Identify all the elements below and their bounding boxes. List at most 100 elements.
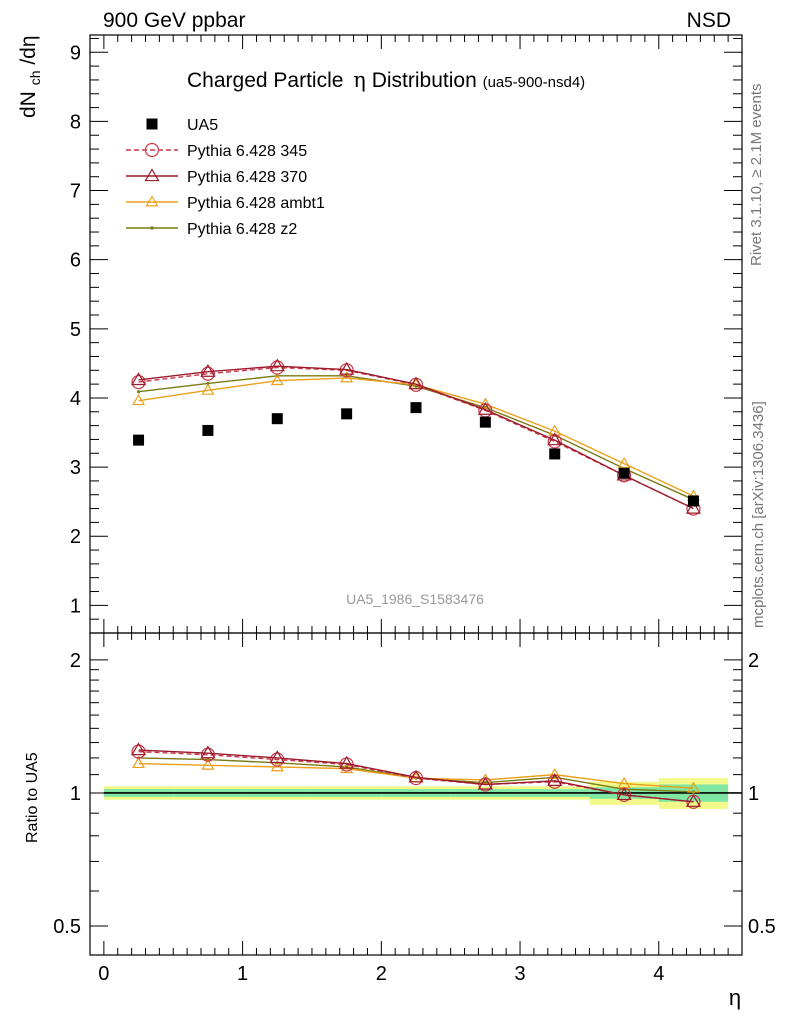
main-point-ambt1 bbox=[617, 456, 631, 469]
ratio-point-p345 bbox=[131, 744, 146, 759]
ratio-point-p370 bbox=[685, 794, 701, 807]
main-point-p370 bbox=[547, 432, 563, 446]
main-line-ambt1 bbox=[138, 377, 694, 497]
ratio-y-tick-label-right: 2 bbox=[748, 650, 759, 672]
main-point-data bbox=[410, 402, 422, 414]
legend-label-data: UA5 bbox=[187, 117, 218, 134]
main-point-p345 bbox=[200, 366, 216, 381]
main-point-data bbox=[133, 434, 145, 446]
ratio-point-ambt1 bbox=[132, 756, 146, 769]
ratio-axes: 0 1 2 3 4 0.5 0.5 1 1 2 2 bbox=[53, 633, 776, 985]
ratio-point-p370 bbox=[131, 742, 147, 756]
legend-label-p345: Pythia 6.428 345 bbox=[187, 143, 307, 160]
ratio-line-ambt1 bbox=[138, 762, 694, 789]
ratio-point-ambt1 bbox=[201, 758, 215, 770]
y-tick-label: 7 bbox=[70, 181, 81, 203]
main-axes: 1 2 3 4 5 6 7 8 9 bbox=[70, 35, 743, 634]
y-tick-label: 2 bbox=[70, 526, 81, 548]
ratio-point-p370 bbox=[269, 750, 285, 764]
main-point-ambt1 bbox=[478, 397, 492, 409]
main-point-ambt1 bbox=[132, 394, 146, 406]
ratio-uncertainty-bands bbox=[103, 778, 742, 809]
legend-label-p370: Pythia 6.428 370 bbox=[187, 169, 307, 186]
ratio-y-tick-label: 1 bbox=[70, 783, 81, 805]
ylabel-sub: ch bbox=[27, 71, 43, 86]
ratio-point-ambt1 bbox=[686, 781, 700, 793]
main-point-z2 bbox=[206, 381, 210, 386]
main-point-p345 bbox=[547, 434, 562, 449]
ratio-y-tick-label: 0.5 bbox=[53, 916, 81, 938]
main-point-p370 bbox=[131, 372, 147, 386]
main-plot-title: Charged Particle η Distribution (ua5-900… bbox=[187, 68, 585, 92]
xlabel: η bbox=[729, 985, 741, 1010]
ratio-plot-frame bbox=[89, 632, 743, 956]
legend: UA5 Pythia 6.428 345 Pythia 6.428 370 Pythi… bbox=[126, 117, 325, 238]
title-text-rest: Distribution bbox=[372, 69, 477, 92]
title-tag: (ua5-900-nsd4) bbox=[483, 74, 586, 91]
ratio-point-p345 bbox=[200, 747, 216, 762]
main-point-ambt1 bbox=[340, 371, 354, 383]
main-point-p370 bbox=[200, 363, 216, 377]
main-line-p370 bbox=[138, 365, 694, 510]
legend-marker-z2 bbox=[150, 226, 154, 230]
ratio-ylabel: Ratio to UA5 bbox=[24, 752, 41, 843]
main-point-data bbox=[687, 495, 699, 507]
ratio-y-tick-label-right: 1 bbox=[748, 783, 759, 805]
ratio-point-p370 bbox=[408, 769, 424, 783]
main-point-p370 bbox=[477, 402, 493, 415]
ratio-point-p370 bbox=[339, 755, 355, 769]
x-tick-label: 0 bbox=[98, 963, 109, 985]
ratio-series bbox=[131, 742, 701, 809]
legend-marker-ambt1 bbox=[145, 195, 159, 207]
ratio-y-tick-label: 2 bbox=[70, 650, 81, 672]
y-tick-label: 8 bbox=[70, 111, 81, 133]
main-ylabel: dN ch /dη bbox=[17, 35, 45, 118]
ratio-point-ambt1 bbox=[270, 760, 284, 772]
ratio-point-p345 bbox=[270, 752, 285, 767]
main-point-p370 bbox=[685, 500, 701, 514]
main-point-data bbox=[618, 467, 630, 479]
y-tick-label: 4 bbox=[70, 388, 81, 410]
main-point-p345 bbox=[131, 374, 146, 390]
main-point-p345 bbox=[270, 360, 285, 375]
x-tick-label: 1 bbox=[237, 963, 248, 985]
mcplots-label: mcplots.cern.ch [arXiv:1306.3436] bbox=[750, 401, 767, 628]
y-tick-label: 9 bbox=[70, 42, 81, 64]
legend-marker-data bbox=[146, 118, 158, 130]
y-tick-label: 6 bbox=[70, 250, 81, 272]
header-process-label: NSD bbox=[687, 9, 731, 32]
rivet-label: Rivet 3.1.10, ≥ 2.1M events bbox=[748, 84, 765, 267]
legend-label-ambt1: Pythia 6.428 ambt1 bbox=[187, 195, 325, 212]
main-point-data bbox=[549, 448, 561, 460]
ratio-point-p370 bbox=[547, 773, 563, 786]
legend-label-z2: Pythia 6.428 z2 bbox=[187, 221, 297, 238]
ratio-point-p370 bbox=[616, 787, 632, 801]
main-point-data bbox=[479, 416, 491, 428]
title-text: Charged Particle bbox=[187, 69, 343, 92]
y-tick-label: 1 bbox=[70, 595, 81, 617]
y-tick-label: 3 bbox=[70, 457, 81, 479]
x-tick-label: 4 bbox=[653, 963, 664, 985]
ratio-point-ambt1 bbox=[548, 767, 562, 780]
ylabel-base: dN bbox=[17, 91, 40, 118]
title-eta-symbol: η bbox=[353, 68, 366, 92]
x-tick-label: 2 bbox=[376, 963, 387, 985]
main-point-ambt1 bbox=[270, 373, 284, 386]
ratio-point-p370 bbox=[200, 745, 216, 759]
main-line-z2 bbox=[138, 375, 694, 501]
main-point-p370 bbox=[269, 358, 285, 372]
main-point-p370 bbox=[408, 376, 424, 390]
x-tick-label: 3 bbox=[514, 963, 525, 985]
main-point-z2 bbox=[136, 390, 141, 394]
legend-marker-p370 bbox=[144, 168, 160, 182]
y-tick-label: 5 bbox=[70, 319, 81, 341]
main-point-ambt1 bbox=[201, 383, 215, 395]
main-point-data bbox=[271, 413, 283, 425]
ratio-y-tick-label-right: 0.5 bbox=[748, 916, 776, 938]
ratio-point-p370 bbox=[477, 776, 493, 790]
ratio-line-p370 bbox=[138, 749, 694, 803]
header-energy-label: 900 GeV ppbar bbox=[103, 9, 245, 32]
analysis-watermark: UA5_1986_S1583476 bbox=[346, 591, 484, 607]
main-point-data bbox=[202, 424, 214, 436]
